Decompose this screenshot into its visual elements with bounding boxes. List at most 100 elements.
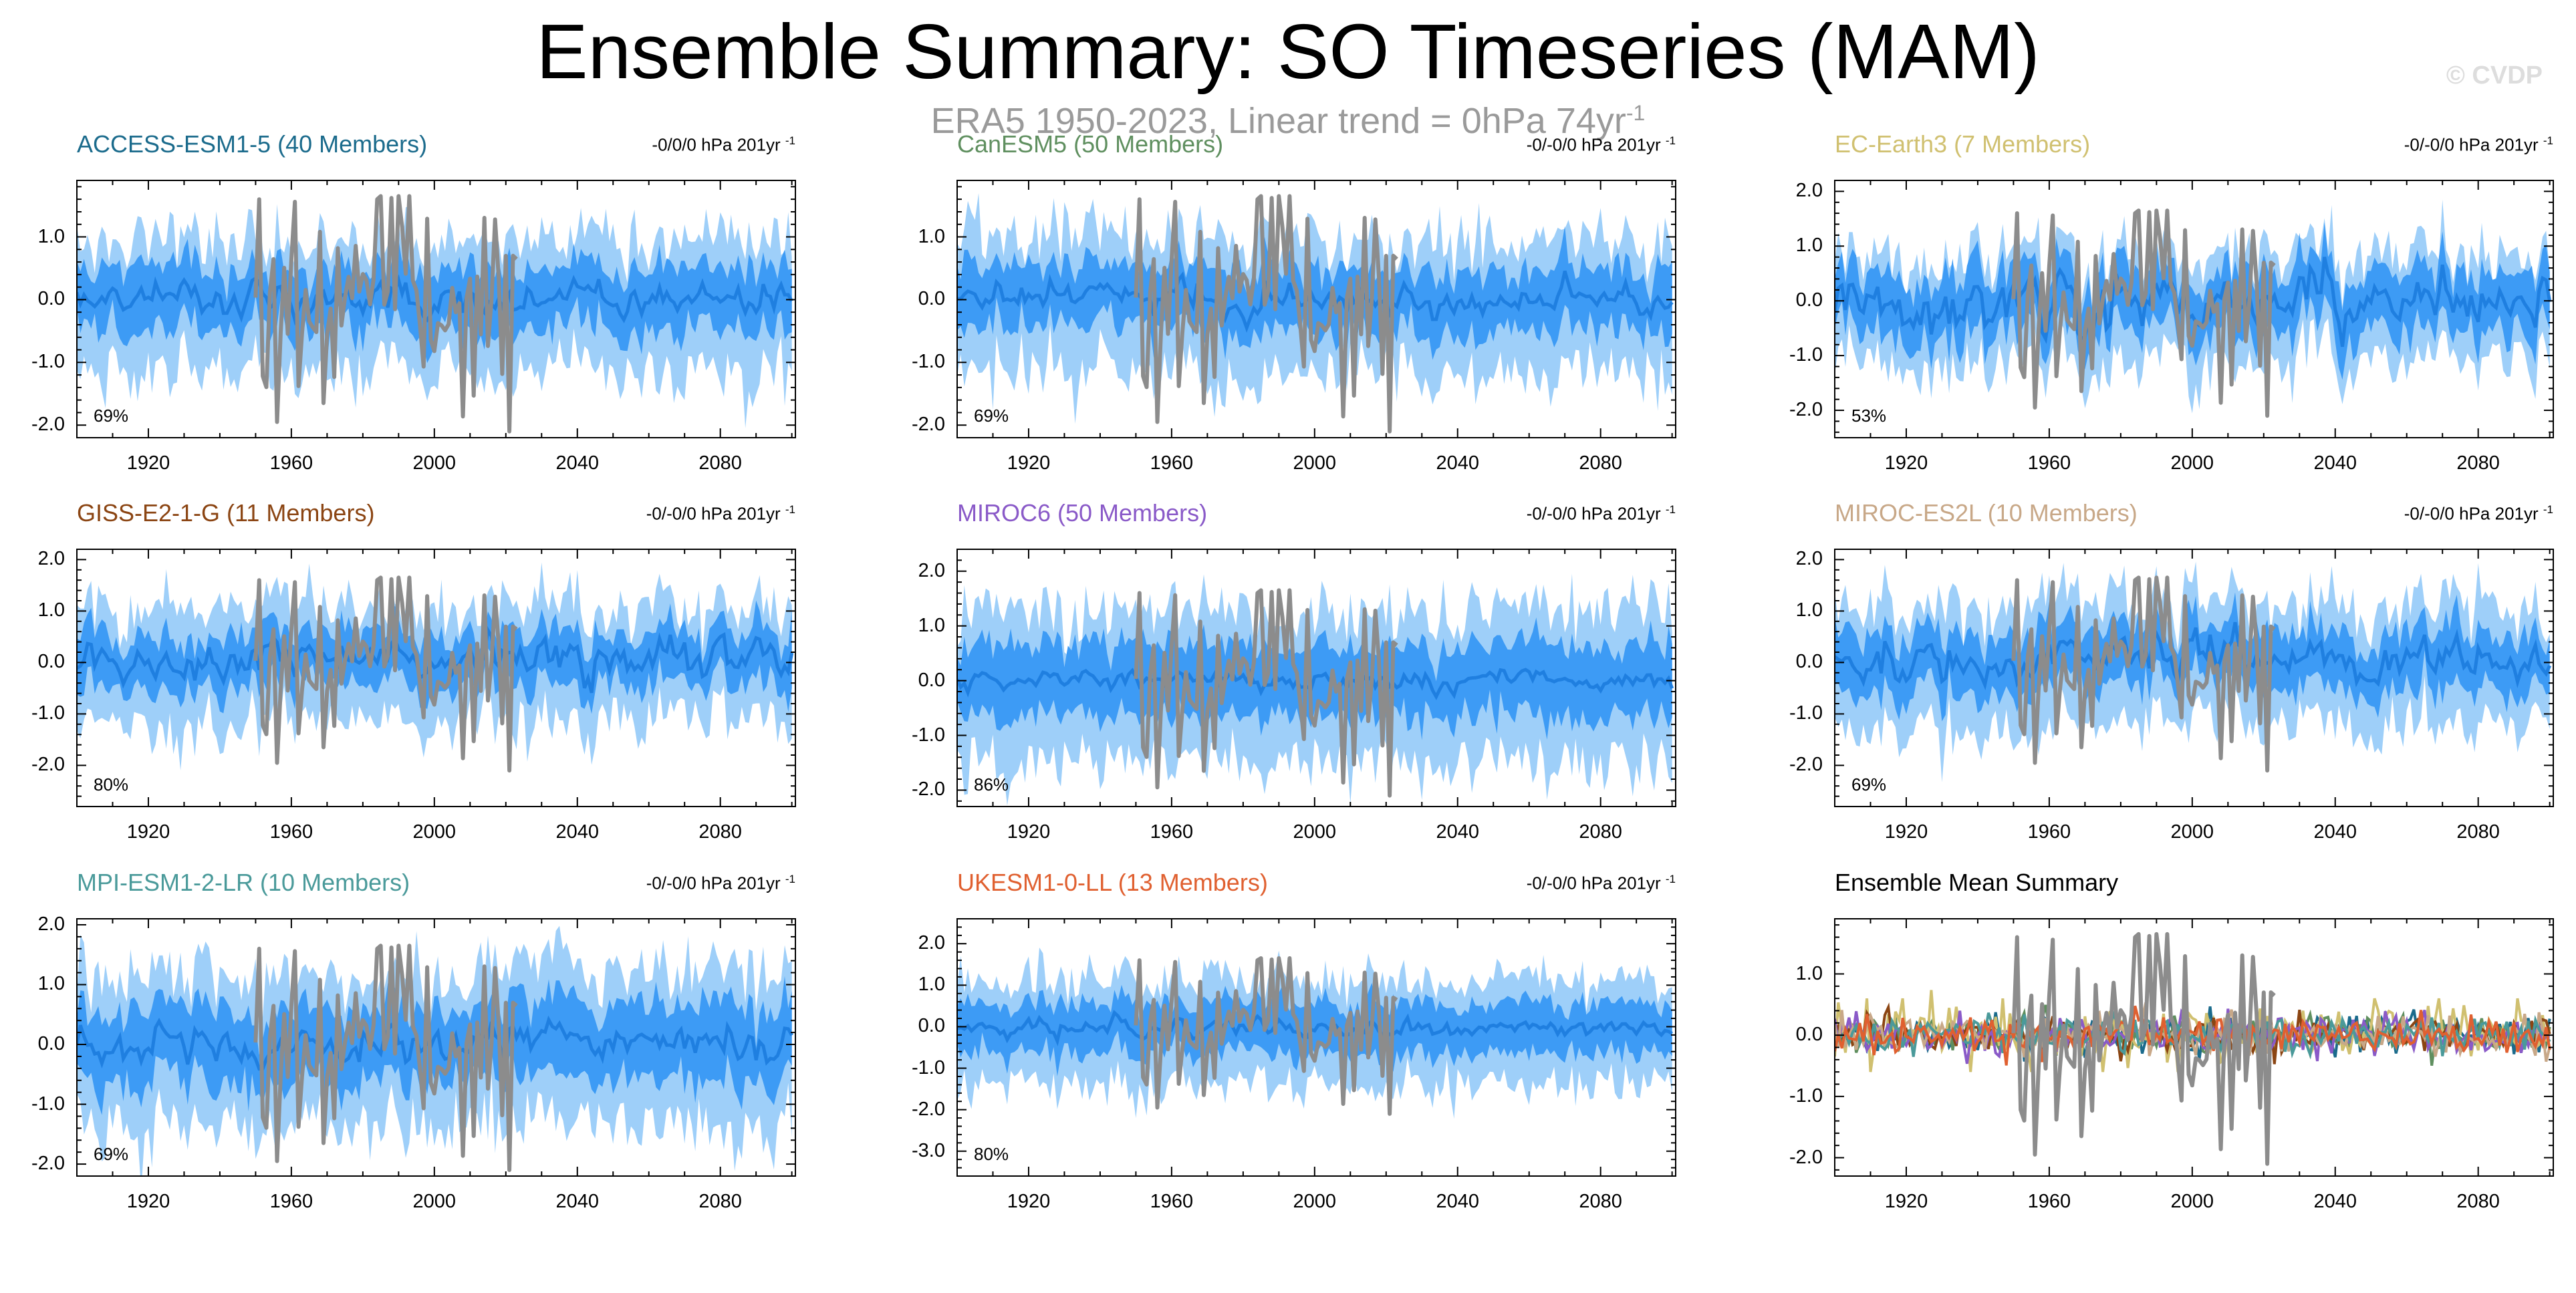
x-tick-label: 2040: [1436, 821, 1479, 843]
observations-line: [1134, 194, 1398, 434]
x-tick-label: 1960: [2027, 821, 2071, 843]
y-tick-label: -3.0: [912, 1139, 945, 1161]
y-tick-label: 2.0: [918, 559, 945, 581]
x-tick-label: 2040: [2313, 821, 2357, 843]
y-tick-label: 1.0: [37, 599, 65, 621]
figure-title: Ensemble Summary: SO Timeseries (MAM): [536, 8, 2040, 95]
panel-title: UKESM1-0-LL (13 Members): [957, 869, 1268, 896]
percent-label: 80%: [974, 1144, 1009, 1164]
chart-svg: [76, 180, 796, 438]
y-tick-label: -2.0: [1789, 399, 1823, 421]
ensemble-mean-line: [77, 274, 793, 326]
trend-text: -0/0/0 hPa 201yr: [652, 134, 785, 155]
chart-panel: MIROC6 (50 Members) -0/-0/0 hPa 201yr -1 2…: [880, 499, 1676, 853]
x-tick-label: 1960: [269, 1191, 313, 1212]
x-tick-label: 2040: [555, 452, 599, 474]
y-tick-label: -1.0: [1789, 702, 1823, 724]
x-tick-label: 1960: [269, 821, 313, 843]
x-tick-label: 2080: [2456, 452, 2500, 474]
y-tick-label: -1.0: [912, 724, 945, 746]
chart-svg: [1834, 918, 2554, 1177]
trend-text: -0/-0/0 hPa 201yr: [2404, 134, 2543, 155]
chart-svg: [76, 918, 796, 1177]
chart-svg: [1834, 549, 2554, 807]
observations-line: [253, 194, 518, 434]
chart-svg: [1834, 180, 2554, 438]
y-tick-label: 1.0: [1795, 235, 1823, 257]
chart-svg: [956, 549, 1676, 807]
panel-title: ACCESS-ESM1-5 (40 Members): [77, 130, 428, 158]
x-tick-label: 1960: [2027, 1191, 2071, 1212]
percent-label: 69%: [1851, 774, 1887, 795]
panel-trend-label: -0/-0/0 hPa 201yr -1: [646, 873, 795, 894]
x-tick-label: 1920: [1007, 1191, 1051, 1212]
x-tick-label: 2080: [1579, 452, 1622, 474]
y-tick-label: 1.0: [37, 225, 65, 247]
trend-superscript: -1: [785, 503, 795, 516]
x-tick-label: 2000: [2170, 452, 2214, 474]
trend-superscript: -1: [2543, 503, 2553, 516]
y-tick-label: -2.0: [1789, 754, 1823, 776]
y-tick-label: 0.0: [37, 1033, 65, 1055]
ensemble-mean-line: [1835, 257, 2552, 347]
x-tick-label: 2080: [698, 452, 742, 474]
chart-panel: EC-Earth3 (7 Members) -0/-0/0 hPa 201yr -…: [1758, 130, 2554, 484]
x-tick-label: 2040: [555, 821, 599, 843]
y-tick-label: -2.0: [31, 1153, 65, 1175]
observations-line: [1134, 956, 1398, 1116]
observations-line: [2011, 575, 2276, 773]
percent-label: 53%: [1851, 406, 1887, 426]
x-tick-label: 1960: [269, 452, 313, 474]
y-tick-label: -1.0: [912, 1056, 945, 1079]
percent-label: 69%: [94, 406, 129, 426]
x-tick-label: 2000: [1293, 452, 1337, 474]
trend-text: -0/-0/0 hPa 201yr: [1526, 503, 1666, 524]
panel-title: GISS-E2-1-G (11 Members): [77, 499, 375, 527]
panel-title: MPI-ESM1-2-LR (10 Members): [77, 869, 410, 896]
y-tick-label: 0.0: [918, 669, 945, 691]
y-tick-label: 1.0: [37, 973, 65, 995]
percent-label: 69%: [974, 406, 1009, 426]
y-tick-label: 2.0: [1795, 548, 1823, 570]
inner-spread-band: [1835, 592, 2550, 722]
panel-title: MIROC-ES2L (10 Members): [1835, 499, 2138, 527]
inner-spread-band: [77, 976, 792, 1115]
trend-text: -0/-0/0 hPa 201yr: [2404, 503, 2543, 524]
chart-svg: [956, 180, 1676, 438]
chart-panel: MPI-ESM1-2-LR (10 Members) -0/-0/0 hPa 20…: [0, 869, 796, 1223]
y-tick-label: 0.0: [918, 288, 945, 310]
x-tick-label: 2080: [698, 1191, 742, 1212]
y-tick-label: -2.0: [31, 414, 65, 436]
ensemble-mean-line: [957, 270, 1674, 333]
plot-frame: [76, 918, 796, 1177]
x-tick-label: 2000: [2170, 821, 2214, 843]
trend-superscript: -1: [1665, 873, 1676, 885]
y-tick-label: -1.0: [1789, 344, 1823, 366]
panel-title: MIROC6 (50 Members): [957, 499, 1208, 527]
chart-panel: CanESM5 (50 Members) -0/-0/0 hPa 201yr -1…: [880, 130, 1676, 484]
cvdp-watermark: © CVDP: [2446, 61, 2543, 90]
plot-frame: [76, 549, 796, 807]
x-tick-label: 2080: [1579, 1191, 1622, 1212]
y-tick-label: -1.0: [31, 1093, 65, 1115]
x-tick-label: 1960: [1150, 821, 1194, 843]
panel-title: EC-Earth3 (7 Members): [1835, 130, 2091, 158]
ensemble-mean-line: [957, 668, 1674, 700]
ensemble-mean-line: [77, 1015, 793, 1071]
x-tick-label: 1960: [1150, 452, 1194, 474]
plot-frame: [76, 180, 796, 438]
x-tick-label: 2040: [1436, 452, 1479, 474]
chart-svg: [956, 918, 1676, 1177]
y-tick-label: 1.0: [918, 614, 945, 636]
x-tick-label: 1920: [1007, 452, 1051, 474]
chart-panel: Ensemble Mean Summary 1.0 0.0 -1.0 -2.0 1920 1…: [1758, 869, 2554, 1223]
y-tick-label: 0.0: [1795, 1024, 1823, 1046]
x-tick-label: 2080: [2456, 1191, 2500, 1212]
trend-text: -0/-0/0 hPa 201yr: [1526, 873, 1666, 893]
subtitle-text: ERA5 1950-2023, Linear trend = 0hPa 74yr: [930, 101, 1626, 141]
y-tick-label: 0.0: [37, 651, 65, 673]
observations-line: [1134, 588, 1398, 798]
trend-text: -0/-0/0 hPa 201yr: [646, 873, 785, 893]
x-tick-label: 2000: [412, 821, 457, 843]
ensemble-mean-line: [957, 1010, 1674, 1046]
